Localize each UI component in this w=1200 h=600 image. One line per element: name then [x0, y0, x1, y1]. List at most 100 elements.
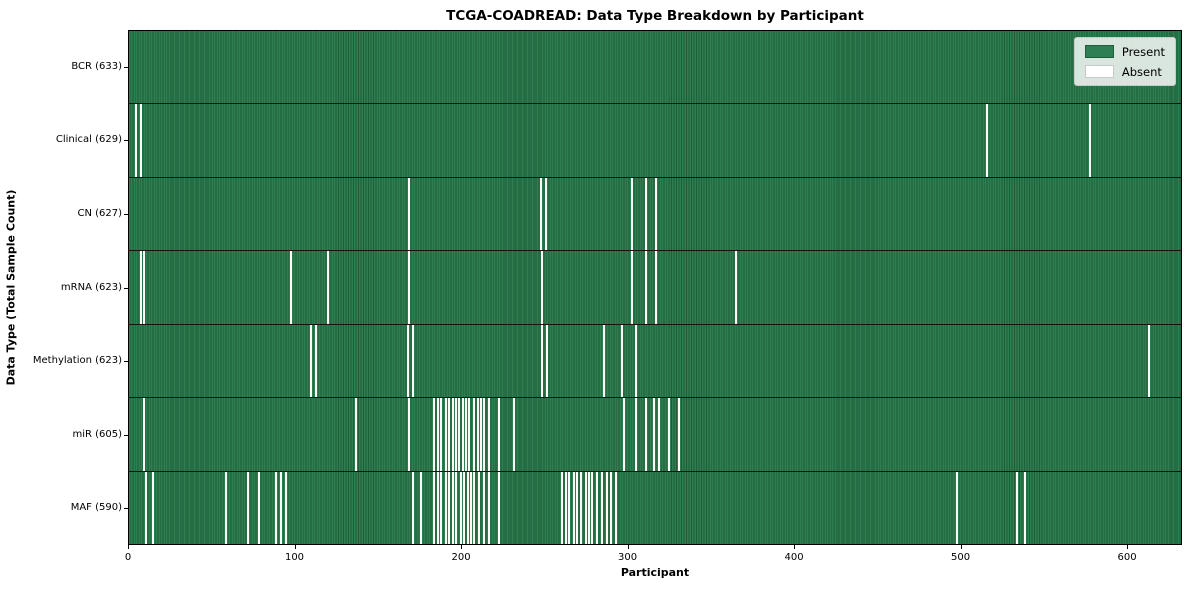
absent-line	[591, 471, 594, 544]
absent-line	[579, 471, 582, 544]
heat-row-bcr	[129, 31, 1181, 104]
x-tick-label: 400	[784, 552, 804, 563]
y-tick-mark	[124, 66, 128, 68]
absent-line	[631, 251, 634, 324]
absent-line	[326, 251, 329, 324]
absent-line	[473, 398, 476, 471]
absent-line	[406, 324, 409, 398]
absent-line	[444, 471, 447, 544]
absent-line	[258, 471, 261, 544]
absent-line	[584, 471, 587, 544]
y-tick-label-mrna: mRNA (623)	[60, 281, 122, 293]
y-tick-label-clinical: Clinical (629)	[55, 134, 122, 146]
absent-line	[601, 471, 604, 544]
absent-line	[644, 398, 647, 471]
absent-line	[653, 398, 655, 471]
absent-line	[135, 104, 138, 177]
absent-line	[734, 251, 737, 324]
absent-line	[145, 471, 148, 544]
absent-line	[408, 251, 411, 324]
x-tick-mark	[461, 545, 463, 549]
x-tick-label: 600	[1117, 552, 1137, 563]
absent-line	[246, 471, 249, 544]
absent-line	[478, 471, 481, 544]
absent-line	[225, 471, 228, 544]
x-tick-mark	[294, 545, 296, 549]
heat-row-methylation	[129, 323, 1181, 398]
y-tick-label-methylation: Methylation (623)	[32, 355, 122, 367]
absent-line	[541, 251, 544, 324]
legend: Present Absent	[1073, 37, 1176, 86]
x-axis-label: Participant	[620, 566, 690, 579]
absent-line	[448, 471, 451, 544]
x-tick-mark	[794, 545, 796, 549]
absent-line	[451, 398, 454, 471]
absent-line	[576, 471, 579, 544]
legend-label: Absent	[1121, 64, 1162, 79]
absent-line	[439, 471, 442, 544]
absent-line	[654, 177, 657, 251]
absent-line	[143, 398, 146, 471]
absent-line	[285, 471, 288, 544]
absent-line	[468, 398, 471, 471]
absent-line	[488, 398, 491, 471]
chart-title: TCGA-COADREAD: Data Type Breakdown by Pa…	[446, 8, 864, 24]
absent-line	[488, 471, 491, 544]
absent-line	[469, 471, 472, 544]
absent-line	[464, 398, 467, 471]
absent-line	[654, 251, 657, 324]
absent-line	[151, 471, 154, 544]
absent-line	[634, 398, 637, 471]
absent-line	[609, 471, 612, 544]
absent-line	[564, 471, 567, 544]
heat-row-mrna	[129, 250, 1181, 324]
absent-line	[561, 471, 564, 544]
absent-line	[588, 471, 591, 544]
heat-row-maf	[129, 470, 1181, 544]
x-tick-mark	[627, 545, 629, 549]
x-tick-label: 0	[124, 552, 132, 563]
absent-line	[461, 398, 464, 471]
heat-row-mir	[129, 397, 1181, 471]
absent-line	[644, 177, 647, 251]
absent-line	[479, 398, 482, 471]
absent-line	[634, 324, 637, 398]
y-tick-label-maf: MAF (590)	[70, 502, 122, 514]
absent-line	[596, 471, 599, 544]
legend-label: Present	[1121, 44, 1165, 59]
absent-line	[621, 324, 624, 398]
x-tick-label: 200	[451, 552, 471, 563]
absent-line	[483, 471, 486, 544]
absent-line	[1147, 324, 1150, 398]
legend-swatch-present	[1084, 45, 1114, 58]
absent-line	[459, 471, 462, 544]
absent-line	[986, 104, 989, 177]
absent-line	[539, 177, 542, 251]
x-tick-mark	[1127, 545, 1129, 549]
absent-line	[541, 324, 544, 398]
absent-line	[275, 471, 278, 544]
absent-line	[408, 398, 411, 471]
y-tick-mark	[124, 434, 128, 436]
heat-row-clinical	[129, 103, 1181, 177]
absent-line	[309, 324, 312, 398]
absent-line	[140, 104, 143, 177]
absent-line	[513, 398, 516, 471]
y-tick-mark	[124, 213, 128, 215]
absent-line	[140, 251, 143, 324]
legend-item-absent: Absent	[1084, 64, 1165, 79]
x-tick-label: 100	[284, 552, 305, 563]
absent-line	[473, 471, 476, 544]
absent-line	[436, 398, 439, 471]
absent-line	[476, 398, 479, 471]
absent-line	[546, 324, 549, 398]
x-tick-label: 500	[950, 552, 971, 563]
absent-line	[483, 398, 486, 471]
y-tick-mark	[124, 508, 128, 510]
absent-line	[419, 471, 422, 544]
absent-line	[657, 398, 660, 471]
legend-item-present: Present	[1084, 44, 1165, 59]
absent-line	[573, 471, 576, 544]
absent-line	[433, 471, 436, 544]
